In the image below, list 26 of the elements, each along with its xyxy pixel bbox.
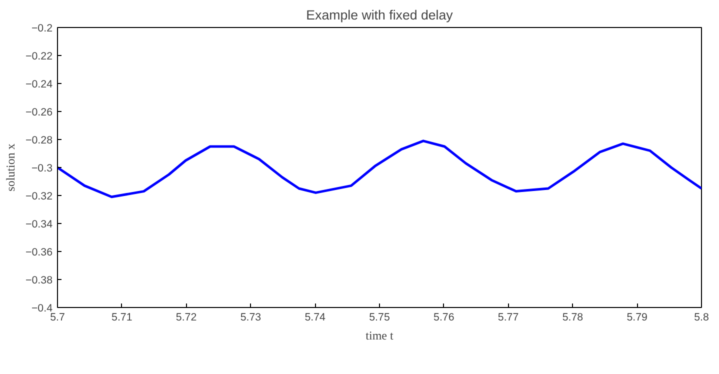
chart-title: Example with fixed delay (306, 8, 454, 22)
y-tick-label: −0.28 (26, 134, 53, 146)
x-tick-label: 5.76 (434, 312, 454, 324)
y-tick-label: −0.34 (26, 218, 53, 230)
x-axis-title: time t (366, 328, 394, 342)
x-tick-label: 5.79 (626, 312, 648, 324)
x-tick-label: 5.72 (176, 312, 197, 324)
x-tick-label: 5.74 (304, 312, 326, 324)
x-tick-label: 5.75 (369, 312, 390, 324)
y-axis-title: solution x (4, 144, 18, 192)
x-tick-label: 5.77 (498, 312, 519, 324)
y-tick-label: −0.2 (31, 22, 53, 34)
y-tick-label: −0.36 (26, 246, 53, 258)
line-series (58, 140, 702, 198)
y-tick-label: −0.22 (26, 50, 53, 62)
y-tick-label: −0.3 (31, 162, 53, 174)
x-tick-label: 5.8 (694, 312, 709, 324)
x-tick-label: 5.7 (50, 312, 65, 324)
y-tick-label: −0.32 (26, 190, 53, 202)
y-tick-label: −0.38 (26, 274, 53, 286)
y-tick-label: −0.4 (31, 302, 53, 314)
y-tick-label: −0.24 (26, 78, 53, 90)
x-tick-label: 5.73 (240, 312, 262, 324)
y-tick-label: −0.26 (26, 106, 53, 118)
x-tick-label: 5.71 (112, 312, 132, 324)
x-tick-label: 5.78 (562, 312, 584, 324)
